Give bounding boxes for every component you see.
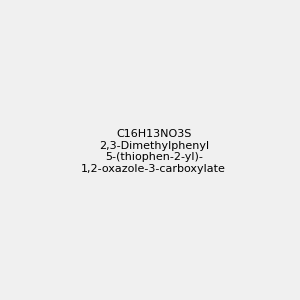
Text: C16H13NO3S
2,3-Dimethylphenyl
5-(thiophen-2-yl)-
1,2-oxazole-3-carboxylate: C16H13NO3S 2,3-Dimethylphenyl 5-(thiophe…: [81, 129, 226, 174]
